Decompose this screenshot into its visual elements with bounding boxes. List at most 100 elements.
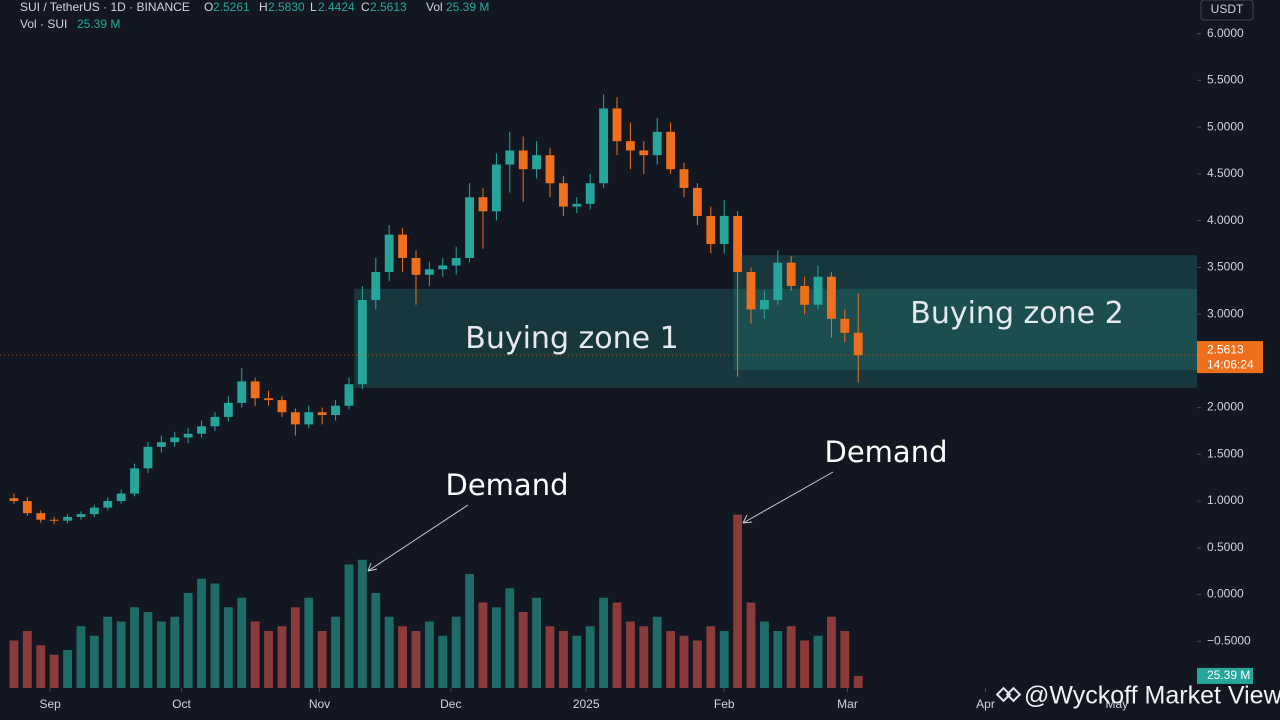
candle-body	[786, 262, 796, 287]
zones: Buying zone 1 Buying zone 2	[354, 255, 1197, 388]
volume-bar	[826, 616, 836, 688]
candle-body	[344, 384, 354, 406]
ohlc-key: C	[361, 0, 370, 14]
y-tick-label: 4.0000	[1207, 213, 1244, 227]
candle-body	[759, 300, 769, 310]
candle-body	[545, 155, 555, 184]
volume-bar	[800, 640, 810, 688]
annotation: Demand	[446, 468, 569, 502]
y-tick-label: 0.5000	[1207, 540, 1244, 554]
candle-body	[840, 318, 850, 333]
volume-bar	[545, 626, 555, 688]
volume-bar	[22, 631, 32, 688]
volume-bar	[451, 616, 461, 688]
candles	[9, 94, 863, 525]
candle-body	[679, 169, 689, 188]
candle-body	[652, 131, 662, 156]
volume-bar	[304, 597, 314, 688]
candle-body	[357, 300, 367, 385]
candle-body	[625, 141, 635, 151]
volume-bar	[143, 612, 153, 688]
volume-bar	[411, 631, 421, 688]
candle-body	[317, 412, 327, 416]
annotation-arrow	[742, 471, 834, 524]
volume-bar	[625, 621, 635, 688]
volume-bar	[357, 559, 367, 688]
x-tick-label: May	[1106, 697, 1129, 711]
volume-bar	[331, 616, 340, 688]
candle-body	[491, 164, 501, 212]
candle-body	[666, 131, 676, 170]
arrow-head	[367, 562, 378, 572]
arrow-head	[742, 514, 753, 524]
buying-zone	[354, 288, 1197, 388]
candle-body	[76, 514, 86, 517]
candle-body	[572, 203, 582, 207]
ohlc-value: 2.5830	[268, 0, 305, 14]
candle-body	[63, 516, 72, 521]
ohlc-key: Vol	[426, 0, 443, 14]
volume-bar	[719, 631, 729, 688]
candle-body	[89, 507, 99, 515]
buying-zone	[733, 255, 1197, 371]
candle-body	[143, 446, 153, 469]
candle-body	[49, 519, 59, 521]
volume-bar	[384, 616, 394, 688]
volume-bar	[197, 578, 206, 688]
volume-bar	[344, 564, 354, 688]
candle-body	[384, 234, 394, 273]
volume-bar	[130, 607, 139, 688]
ohlc-key: O	[204, 0, 213, 14]
volume-bar	[371, 593, 381, 688]
last-price: 2.5613	[1207, 342, 1244, 356]
volume-bar	[36, 645, 46, 688]
volume-bar	[89, 635, 99, 688]
candle-body	[505, 150, 515, 165]
candle-body	[733, 215, 743, 273]
candle-body	[264, 398, 273, 401]
x-tick-label: Feb	[714, 697, 735, 711]
currency[interactable]: USDT	[1211, 2, 1244, 16]
countdown: 14:06:24	[1207, 357, 1254, 371]
x-tick-label: Sep	[39, 697, 61, 711]
candle-body	[558, 183, 568, 207]
candle-body	[518, 150, 528, 170]
candle-body	[746, 272, 756, 310]
candle-body	[478, 197, 488, 212]
volume-bar	[706, 626, 716, 688]
volume-bar	[746, 602, 756, 688]
y-tick-label: 3.5000	[1207, 260, 1244, 274]
candle-body	[719, 215, 729, 244]
candle-body	[424, 269, 434, 275]
y-tick-label: 0.0000	[1207, 587, 1244, 601]
candle-body	[304, 412, 314, 425]
candle-body	[639, 150, 649, 156]
watermark-logo	[995, 686, 1022, 703]
volume-legend-value: 25.39 M	[77, 17, 120, 31]
volume-bar	[652, 616, 662, 688]
candle-body	[237, 381, 247, 403]
zone-label: Buying zone 1	[465, 321, 678, 356]
volume-bar	[49, 654, 59, 688]
ohlc-value: 2.4424	[318, 0, 355, 14]
volume-bar	[639, 626, 649, 688]
candle-body	[438, 265, 448, 270]
currency-box[interactable]	[1200, 0, 1254, 21]
candle-body	[36, 513, 46, 520]
y-tick-label: 1.5000	[1207, 446, 1244, 460]
candle-body	[103, 501, 113, 508]
candle-body	[156, 442, 166, 447]
volume-bar	[210, 583, 220, 688]
volume-bar	[532, 597, 542, 688]
candle-body	[813, 276, 823, 305]
candle-body	[599, 108, 609, 184]
volume-bar	[692, 640, 702, 688]
candle-body	[398, 234, 407, 258]
volume-bar	[572, 635, 582, 688]
candle-body	[22, 501, 32, 514]
y-tick-label: 5.5000	[1207, 73, 1244, 87]
ohlc-value: 25.39 M	[446, 0, 489, 14]
volume-bar	[156, 621, 166, 688]
volume-bar	[237, 597, 247, 688]
